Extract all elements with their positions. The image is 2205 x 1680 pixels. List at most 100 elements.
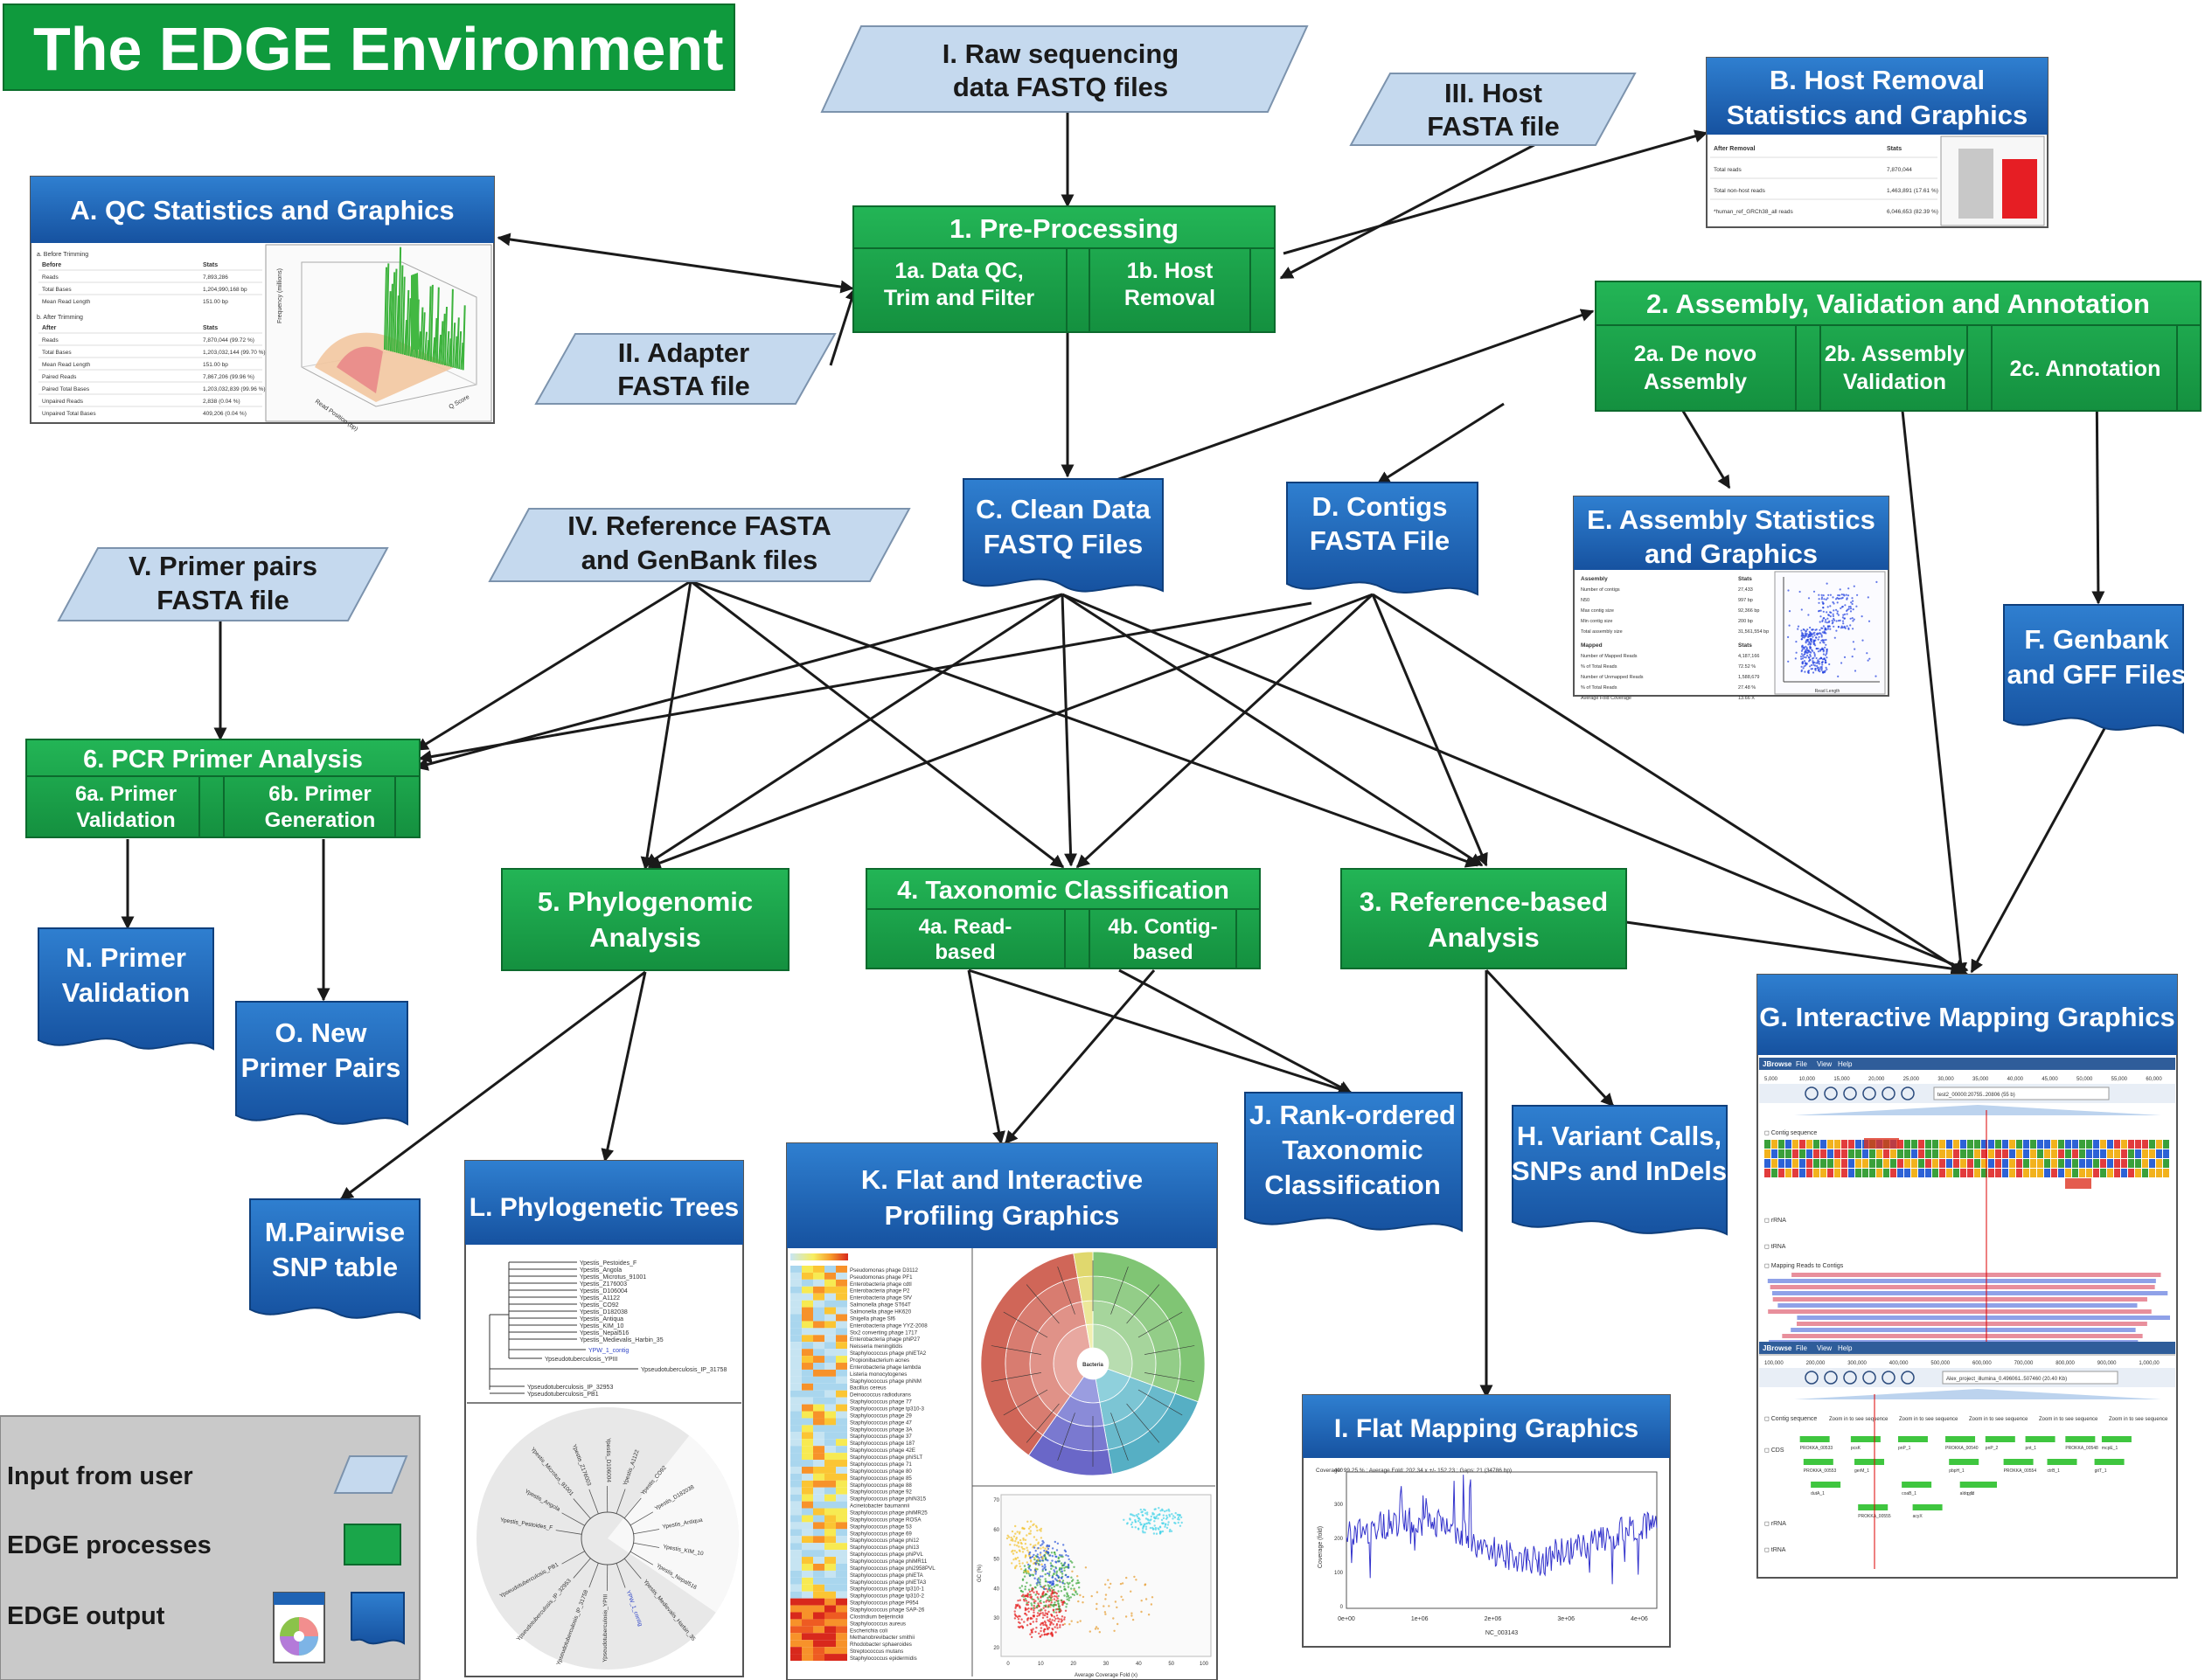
input-adapter-fasta: II. Adapter FASTA file — [534, 333, 837, 405]
output-profiling-graphics: K. Flat and Interactive Profiling Graphi… — [786, 1142, 1218, 1680]
svg-text:Staphylococcus phage phiN315: Staphylococcus phage phiN315 — [850, 1496, 927, 1503]
svg-text:*human_ref_GRCh38_all reads: *human_ref_GRCh38_all reads — [1714, 209, 1793, 215]
svg-text:test2_00000:20755..20806 (55 b: test2_00000:20755..20806 (55 b) — [1937, 1093, 2015, 1098]
svg-text:Staphylococcus phage 29: Staphylococcus phage 29 — [850, 1413, 912, 1419]
svg-text:Staphylococcus phage 42E: Staphylococcus phage 42E — [850, 1447, 915, 1454]
svg-text:IV. Reference FASTA: IV. Reference FASTA — [567, 510, 831, 541]
svg-text:pcsK: pcsK — [1851, 1446, 1861, 1451]
svg-text:Deinococcus radiodurans: Deinococcus radiodurans — [850, 1392, 911, 1399]
svg-text:Generation: Generation — [265, 809, 376, 832]
svg-text:Bacteria: Bacteria — [1082, 1363, 1103, 1368]
svg-text:a. Before Trimming: a. Before Trimming — [37, 252, 88, 258]
svg-text:4b. Contig-: 4b. Contig- — [1108, 915, 1217, 939]
svg-text:1. Pre-Processing: 1. Pre-Processing — [949, 213, 1179, 244]
svg-text:Ypestis_Pestoides_F: Ypestis_Pestoides_F — [580, 1260, 636, 1267]
svg-text:Zoom in to see sequence: Zoom in to see sequence — [1829, 1417, 1889, 1422]
svg-text:2,838 (0.04 %): 2,838 (0.04 %) — [203, 399, 240, 405]
svg-text:Number of Mapped Reads: Number of Mapped Reads — [1581, 654, 1638, 659]
svg-text:Staphylococcus phage tp310-1: Staphylococcus phage tp310-1 — [850, 1586, 925, 1593]
svg-text:5,000: 5,000 — [1764, 1077, 1778, 1082]
svg-text:Clostridium beijerinckii: Clostridium beijerinckii — [850, 1614, 904, 1620]
svg-text:4. Taxonomic Classification: 4. Taxonomic Classification — [897, 877, 1229, 905]
svg-text:Validation: Validation — [62, 977, 190, 1008]
svg-text:Escherichia coli: Escherichia coli — [850, 1628, 887, 1634]
svg-text:Coverage (fold): Coverage (fold) — [1318, 1526, 1324, 1568]
svg-text:25,000: 25,000 — [1903, 1077, 1920, 1082]
svg-text:400,000: 400,000 — [1889, 1361, 1909, 1366]
svg-text:60,000: 60,000 — [2146, 1077, 2162, 1082]
svg-text:Assembly: Assembly — [1644, 370, 1747, 394]
svg-text:mcpE_1: mcpE_1 — [2102, 1446, 2118, 1451]
svg-text:FASTA file: FASTA file — [617, 371, 750, 401]
svg-text:Alex_project_illumina_0.496061: Alex_project_illumina_0.496061..507460 (… — [1946, 1377, 2067, 1382]
svg-text:Analysis: Analysis — [1428, 922, 1540, 953]
diagram-title: The EDGE Environment — [3, 3, 735, 91]
svg-text:FASTA file: FASTA file — [157, 585, 289, 615]
svg-text:Bacillus cereus: Bacillus cereus — [850, 1385, 887, 1392]
svg-text:Profiling Graphics: Profiling Graphics — [885, 1200, 1120, 1231]
svg-text:III. Host: III. Host — [1444, 78, 1542, 108]
svg-text:Pseudomonas phage D3112: Pseudomonas phage D3112 — [850, 1267, 919, 1274]
svg-text:Ypestis_CO92: Ypestis_CO92 — [580, 1302, 619, 1309]
svg-text:and GenBank files: and GenBank files — [581, 545, 817, 575]
svg-text:4e+06: 4e+06 — [1631, 1616, 1648, 1622]
svg-text:200,000: 200,000 — [1806, 1361, 1826, 1366]
svg-text:PROKKA_00533: PROKKA_00533 — [1800, 1446, 1833, 1451]
svg-text:Staphylococcus phage 77: Staphylococcus phage 77 — [850, 1399, 912, 1406]
svg-text:Frequency (millions): Frequency (millions) — [277, 268, 283, 323]
svg-text:Staphylococcus phage P954: Staphylococcus phage P954 — [850, 1600, 919, 1607]
svg-text:Ypseudotuberculosis_YPIII: Ypseudotuberculosis_YPIII — [545, 1357, 618, 1363]
svg-text:Enterobacteria phage SfV: Enterobacteria phage SfV — [850, 1295, 913, 1302]
svg-text:Staphylococcus phage phi13: Staphylococcus phage phi13 — [850, 1545, 920, 1551]
svg-text:1e+06: 1e+06 — [1411, 1616, 1429, 1622]
svg-text:Taxonomic: Taxonomic — [1282, 1135, 1422, 1165]
svg-text:Staphylococcus phage 187: Staphylococcus phage 187 — [850, 1440, 915, 1447]
svg-text:Ypestis_Microtus_91001: Ypestis_Microtus_91001 — [580, 1274, 646, 1281]
svg-text:5. Phylogenomic: 5. Phylogenomic — [538, 886, 753, 917]
svg-text:gerM_1: gerM_1 — [1854, 1468, 1869, 1474]
svg-text:Reads: Reads — [42, 337, 59, 344]
svg-text:Removal: Removal — [1124, 286, 1215, 310]
svg-text:27.48 %: 27.48 % — [1738, 685, 1756, 691]
svg-text:G. Interactive Mapping Graphic: G. Interactive Mapping Graphics — [1759, 1002, 2174, 1032]
svg-text:gitT_1: gitT_1 — [2095, 1468, 2107, 1474]
svg-text:Stats: Stats — [203, 325, 218, 331]
svg-text:Stats: Stats — [203, 262, 218, 268]
svg-text:6a. Primer: 6a. Primer — [75, 782, 177, 806]
svg-text:acyX: acyX — [1913, 1514, 1923, 1519]
svg-text:Staphylococcus phage 80: Staphylococcus phage 80 — [850, 1468, 912, 1475]
svg-text:60: 60 — [993, 1528, 999, 1533]
svg-text:Help: Help — [1838, 1060, 1853, 1068]
svg-text:Average Fold Coverage: Average Fold Coverage — [1581, 696, 1631, 701]
svg-text:6b. Primer: 6b. Primer — [268, 782, 371, 806]
svg-text:Rhodobacter sphaeroides: Rhodobacter sphaeroides — [850, 1642, 912, 1648]
svg-text:Assembly: Assembly — [1581, 576, 1608, 582]
svg-text:2c. Annotation: 2c. Annotation — [2010, 357, 2161, 381]
svg-text:Ypestis_Z176003: Ypestis_Z176003 — [580, 1281, 627, 1288]
svg-text:N50: N50 — [1581, 598, 1589, 603]
svg-text:B. Host Removal: B. Host Removal — [1770, 65, 1985, 95]
svg-text:30: 30 — [1103, 1662, 1109, 1667]
input-reference-fasta: IV. Reference FASTA and GenBank files — [488, 508, 911, 582]
output-host-removal-stats: B. Host Removal Statistics and Graphics … — [1706, 57, 2048, 228]
svg-text:2. Assembly, Validation and An: 2. Assembly, Validation and Annotation — [1646, 288, 2150, 319]
svg-text:YPW_1_contig: YPW_1_contig — [588, 1348, 629, 1354]
process-taxonomic: 4. Taxonomic Classification 4a. Read- ba… — [866, 868, 1261, 969]
svg-text:Staphylococcus phage ROSA: Staphylococcus phage ROSA — [850, 1517, 922, 1523]
svg-text:13.66 X: 13.66 X — [1738, 696, 1755, 701]
svg-text:Staphylococcus aureus: Staphylococcus aureus — [850, 1621, 906, 1627]
input-host-fasta: III. Host FASTA file — [1349, 73, 1637, 146]
svg-text:Analysis: Analysis — [589, 922, 701, 953]
svg-text:Listeria monocytogenes: Listeria monocytogenes — [850, 1371, 907, 1378]
svg-text:Total assembly size: Total assembly size — [1581, 629, 1623, 635]
svg-text:Neisseria meningitidis: Neisseria meningitidis — [850, 1343, 902, 1350]
svg-text:27,433: 27,433 — [1738, 587, 1753, 593]
svg-text:Staphylococcus phage phiSLT: Staphylococcus phage phiSLT — [850, 1454, 922, 1461]
svg-text:◻ CDS: ◻ CDS — [1764, 1447, 1784, 1454]
svg-text:1,463,891 (17.61 %): 1,463,891 (17.61 %) — [1887, 188, 1938, 194]
svg-text:Validation: Validation — [1843, 370, 1946, 394]
svg-text:SNP table: SNP table — [272, 1252, 398, 1282]
svg-text:Ypestis_D106004: Ypestis_D106004 — [605, 1438, 611, 1482]
svg-text:Staphylococcus phage phi12: Staphylococcus phage phi12 — [850, 1538, 920, 1544]
svg-text:and Graphics: and Graphics — [1645, 538, 1818, 569]
